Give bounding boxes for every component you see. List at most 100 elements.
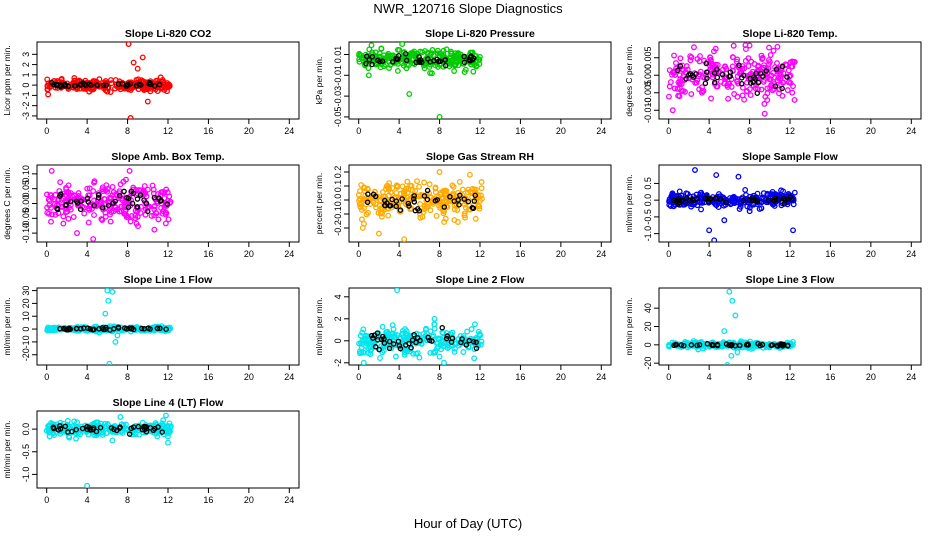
x-tick-label: 20: [244, 372, 254, 382]
x-tick-label: 0: [44, 249, 49, 259]
reference-point: [393, 198, 400, 204]
reference-point: [427, 337, 433, 344]
y-tick-label: -0.2: [333, 220, 343, 236]
data-point: [167, 423, 174, 430]
reference-point: [57, 193, 63, 199]
data-point: [746, 204, 753, 211]
outlier-point: [724, 362, 731, 365]
reference-point: [156, 81, 163, 88]
y-axis-label: Licor ppm per min.: [2, 45, 12, 115]
data-point: [426, 181, 433, 188]
data-point: [747, 92, 754, 99]
reference-point: [702, 195, 708, 202]
data-point: [742, 46, 749, 53]
data-point: [45, 210, 52, 217]
data-point: [438, 338, 445, 345]
data-point: [358, 182, 365, 188]
reference-point: [754, 198, 761, 205]
x-tick-label: 24: [906, 372, 916, 382]
data-point: [389, 185, 396, 192]
reference-point: [444, 333, 451, 339]
data-point: [44, 86, 51, 93]
x-tick-label: 8: [125, 126, 130, 136]
x-tick-label: 12: [163, 126, 173, 136]
reference-point: [84, 426, 91, 433]
data-point: [117, 181, 124, 188]
reference-point: [390, 341, 397, 347]
reference-point: [751, 74, 757, 81]
reference-point: [727, 342, 734, 348]
data-point: [676, 72, 683, 79]
reference-point: [411, 199, 418, 205]
x-tick-label: 4: [397, 126, 402, 136]
data-point: [732, 195, 739, 202]
reference-point: [755, 79, 762, 86]
x-tick-label: 20: [244, 126, 254, 136]
x-tick-label: 24: [596, 249, 606, 259]
reference-point: [143, 200, 150, 207]
reference-point: [770, 197, 776, 203]
y-tick-label: 0.00: [21, 195, 31, 213]
y-tick-label: 0: [333, 338, 343, 343]
data-point: [368, 42, 375, 49]
outlier-point: [360, 359, 367, 365]
x-tick-label: 8: [747, 126, 752, 136]
data-point: [93, 326, 100, 333]
data-point: [464, 189, 471, 196]
data-point: [687, 53, 694, 60]
outlier-point: [105, 297, 112, 304]
data-point: [160, 417, 167, 424]
data-point: [58, 75, 65, 82]
x-tick-label: 8: [747, 249, 752, 259]
data-point: [443, 198, 450, 205]
y-tick-label: -2: [333, 359, 343, 367]
points-group: [665, 42, 798, 117]
outlier-point: [711, 237, 718, 242]
data-point: [438, 346, 445, 353]
data-point: [133, 220, 140, 227]
reference-point: [472, 192, 478, 199]
y-axis-label: kPa per min.: [314, 57, 324, 105]
reference-point: [154, 325, 161, 332]
data-point: [455, 62, 462, 69]
data-point: [464, 328, 471, 335]
x-tick-label: 12: [163, 372, 173, 382]
data-point: [764, 190, 771, 197]
x-tick-label: 12: [785, 126, 795, 136]
data-point: [477, 341, 484, 348]
data-point: [764, 90, 771, 97]
data-point: [454, 207, 461, 213]
y-tick-label: 0.0: [643, 194, 653, 207]
y-tick-label: 1: [21, 72, 31, 77]
data-point: [158, 189, 165, 196]
reference-point: [442, 62, 449, 69]
x-tick-label: 0: [356, 372, 361, 382]
data-point: [774, 43, 781, 50]
reference-point: [702, 80, 709, 87]
data-point: [456, 178, 463, 185]
reference-point: [769, 342, 776, 348]
x-tick-label: 4: [85, 495, 90, 505]
outlier-point: [104, 288, 111, 294]
reference-point: [134, 196, 141, 202]
y-tick-label: 20: [643, 321, 653, 331]
reference-point: [688, 342, 695, 348]
data-point: [744, 79, 750, 86]
reference-point: [77, 206, 84, 213]
reference-point: [50, 425, 57, 432]
data-point: [375, 209, 382, 216]
y-tick-label: 0.005: [643, 46, 653, 69]
reference-point: [103, 82, 109, 89]
panel-title: Slope Line 4 (LT) Flow: [113, 397, 224, 409]
reference-point: [151, 194, 158, 201]
data-point: [65, 85, 72, 92]
data-point: [414, 178, 420, 185]
reference-point: [57, 82, 64, 88]
y-tick-label: -0.5: [21, 444, 31, 460]
reference-point: [402, 51, 409, 57]
data-point: [427, 207, 434, 214]
data-point: [688, 54, 695, 61]
outlier-point: [734, 349, 741, 356]
reference-point: [51, 82, 57, 88]
data-point: [728, 83, 735, 90]
